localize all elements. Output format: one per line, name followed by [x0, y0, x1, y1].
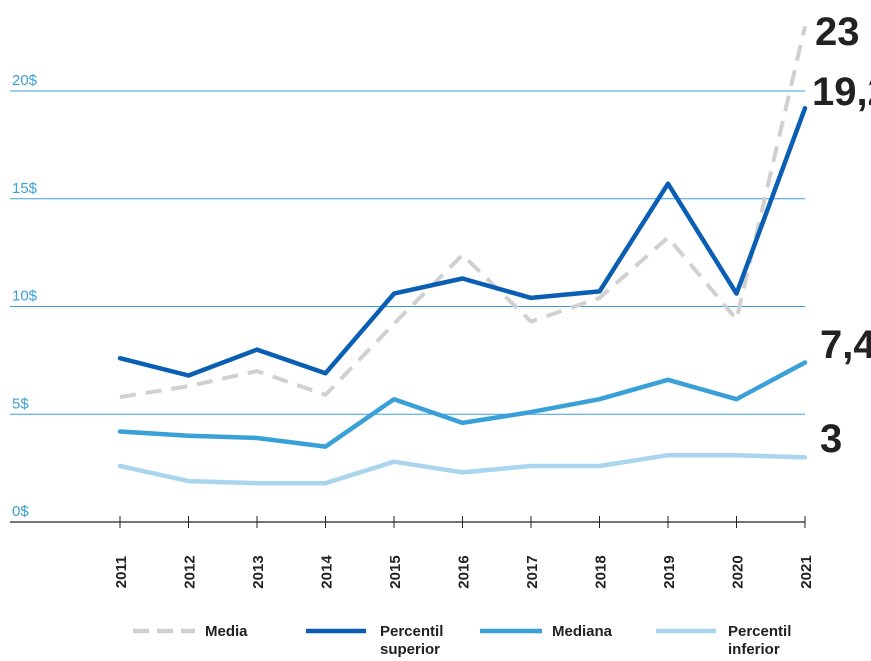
series-lines	[117, 25, 808, 486]
x-tick-label: 2013	[250, 555, 267, 588]
series-line-mediana	[117, 360, 808, 449]
legend-label-media: Media	[205, 623, 248, 640]
x-tick-label: 2014	[319, 555, 336, 589]
x-axis: 2011 2012 2013 2014 2015 2016 2017 2018 2019 2020…	[10, 516, 815, 589]
end-label-mediana: 7,4	[820, 323, 871, 367]
x-tick-label: 2012	[182, 555, 199, 588]
legend-label-superior: superior	[380, 641, 440, 658]
legend-label-mediana: Mediana	[552, 623, 613, 640]
legend-label-superior: Percentil	[380, 623, 443, 640]
y-tick-label: 0$	[12, 503, 29, 520]
x-tick-label: 2015	[387, 555, 404, 588]
end-label-superior: 19,2	[812, 70, 871, 114]
x-tick-label: 2011	[113, 556, 130, 589]
x-tick-label: 2016	[456, 555, 473, 588]
x-tick-label: 2019	[661, 555, 678, 588]
y-tick-label: 20$	[12, 72, 38, 89]
end-label-media: 23	[815, 10, 860, 54]
end-value-labels: 23 19,2 7,4 3	[812, 10, 871, 461]
legend-label-inferior: Percentil	[728, 623, 791, 640]
x-tick-label: 2018	[593, 555, 610, 588]
series-line-superior	[117, 105, 808, 378]
x-tick-label: 2020	[730, 555, 747, 588]
y-tick-label: 10$	[12, 288, 38, 305]
end-label-inferior: 3	[820, 417, 842, 461]
x-tick-label: 2021	[798, 555, 815, 588]
x-tick-label: 2017	[524, 555, 541, 588]
series-line-inferior	[117, 452, 808, 486]
y-tick-label: 15$	[12, 180, 38, 197]
series-line-media	[119, 25, 807, 399]
legend-label-inferior: inferior	[728, 641, 780, 658]
y-tick-label: 5$	[12, 395, 29, 412]
y-axis-ticks: 0$ 5$ 10$ 15$ 20$	[12, 72, 38, 520]
gridlines	[10, 90, 805, 415]
